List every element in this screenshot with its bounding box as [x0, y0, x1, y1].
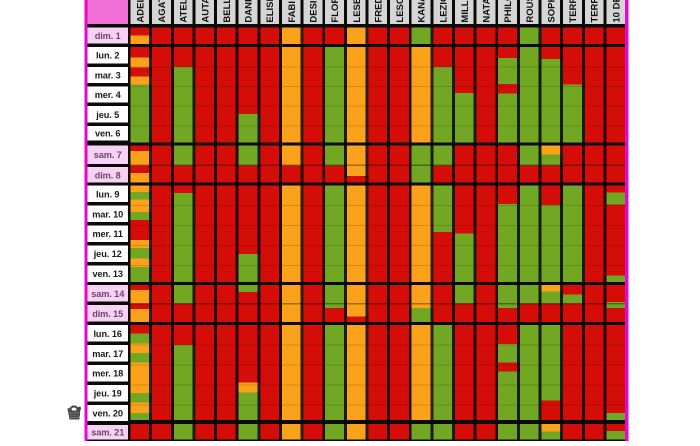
- svg-text:lun. 9: lun. 9: [96, 189, 119, 199]
- svg-text:lun. 2: lun. 2: [96, 51, 119, 61]
- svg-text:LESC: LESC: [395, 0, 406, 23]
- svg-text:DANI: DANI: [244, 0, 255, 23]
- svg-text:ven. 13: ven. 13: [92, 269, 122, 279]
- svg-text:lun. 16: lun. 16: [93, 329, 121, 339]
- svg-text:LEZIG: LEZIG: [438, 0, 449, 23]
- svg-text:ven. 20: ven. 20: [92, 408, 122, 418]
- svg-text:jeu. 19: jeu. 19: [93, 389, 122, 399]
- svg-text:mer. 4: mer. 4: [95, 90, 122, 100]
- svg-text:jeu. 12: jeu. 12: [93, 249, 122, 259]
- svg-text:sam. 21: sam. 21: [91, 428, 124, 438]
- svg-text:ROUS: ROUS: [525, 0, 536, 23]
- svg-text:FLORA: FLORA: [330, 0, 341, 23]
- svg-text:DESI: DESI: [309, 0, 320, 22]
- svg-text:dim. 15: dim. 15: [92, 309, 123, 319]
- svg-text:dim. 1: dim. 1: [95, 31, 121, 41]
- svg-text:AUTA: AUTA: [200, 0, 211, 23]
- svg-text:KANA: KANA: [417, 0, 428, 23]
- svg-text:MILLE: MILLE: [460, 0, 471, 23]
- svg-text:ATEL: ATEL: [179, 0, 190, 23]
- svg-text:ELISE: ELISE: [265, 0, 276, 23]
- svg-text:AGAT: AGAT: [157, 0, 168, 23]
- svg-text:FABI: FABI: [287, 1, 298, 23]
- svg-text:mar. 3: mar. 3: [95, 70, 121, 80]
- svg-text:LESB: LESB: [352, 0, 363, 23]
- svg-text:TERR: TERR: [568, 0, 579, 23]
- svg-text:10 DE: 10 DE: [611, 0, 622, 23]
- svg-text:dim. 8: dim. 8: [95, 170, 121, 180]
- svg-text:jeu. 5: jeu. 5: [95, 110, 119, 120]
- svg-text:mer. 18: mer. 18: [92, 369, 123, 379]
- svg-text:sam. 7: sam. 7: [94, 150, 122, 160]
- svg-text:NATA: NATA: [482, 0, 493, 23]
- svg-text:mar. 10: mar. 10: [92, 209, 123, 219]
- svg-text:FRED: FRED: [373, 0, 384, 23]
- svg-text:sam. 14: sam. 14: [91, 289, 125, 299]
- svg-text:ADEL: ADEL: [135, 0, 146, 23]
- svg-text:ven. 6: ven. 6: [95, 129, 120, 139]
- svg-text:TERR: TERR: [590, 0, 601, 23]
- svg-text:SOPHI: SOPHI: [546, 0, 557, 23]
- svg-text:mer. 11: mer. 11: [92, 229, 122, 239]
- svg-text:PHILO: PHILO: [503, 0, 514, 23]
- svg-text:BELL: BELL: [222, 0, 233, 23]
- svg-text:mar. 17: mar. 17: [92, 349, 123, 359]
